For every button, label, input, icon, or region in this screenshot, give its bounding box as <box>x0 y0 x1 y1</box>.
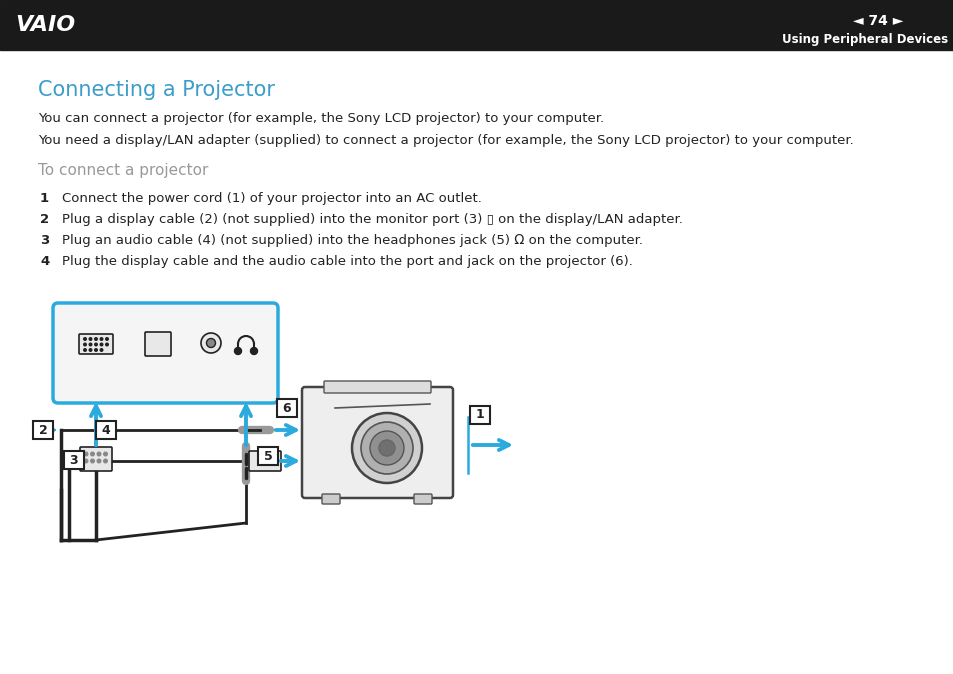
Circle shape <box>100 343 103 346</box>
Circle shape <box>104 452 107 456</box>
Circle shape <box>91 452 94 456</box>
Text: 1: 1 <box>40 192 49 205</box>
FancyBboxPatch shape <box>79 334 112 354</box>
FancyBboxPatch shape <box>249 451 281 471</box>
FancyBboxPatch shape <box>414 494 432 504</box>
Bar <box>0 0 953 50</box>
Circle shape <box>251 348 257 355</box>
Circle shape <box>206 338 215 348</box>
Circle shape <box>84 338 86 340</box>
FancyBboxPatch shape <box>64 451 84 469</box>
Text: 2: 2 <box>40 213 49 226</box>
Text: 2: 2 <box>38 423 48 437</box>
Text: You need a display/LAN adapter (supplied) to connect a projector (for example, t: You need a display/LAN adapter (supplied… <box>38 134 853 147</box>
FancyBboxPatch shape <box>96 421 116 439</box>
Text: 1: 1 <box>476 408 484 421</box>
Text: 4: 4 <box>102 423 111 437</box>
FancyBboxPatch shape <box>322 494 339 504</box>
Circle shape <box>84 348 86 351</box>
Circle shape <box>106 338 109 340</box>
Circle shape <box>94 338 97 340</box>
FancyBboxPatch shape <box>302 387 453 498</box>
Circle shape <box>378 440 395 456</box>
Circle shape <box>104 459 107 463</box>
Circle shape <box>84 452 88 456</box>
Circle shape <box>100 348 103 351</box>
Circle shape <box>84 343 86 346</box>
Circle shape <box>201 333 221 353</box>
Text: Connecting a Projector: Connecting a Projector <box>38 80 274 100</box>
Text: 3: 3 <box>70 454 78 466</box>
Text: 3: 3 <box>40 234 50 247</box>
Text: 5: 5 <box>263 450 273 462</box>
Text: Plug a display cable (2) (not supplied) into the monitor port (3) ▯ on the displ: Plug a display cable (2) (not supplied) … <box>62 213 682 226</box>
Circle shape <box>234 348 241 355</box>
Text: 4: 4 <box>40 255 50 268</box>
Text: You can connect a projector (for example, the Sony LCD projector) to your comput: You can connect a projector (for example… <box>38 112 603 125</box>
Circle shape <box>106 343 109 346</box>
Circle shape <box>84 459 88 463</box>
Circle shape <box>91 459 94 463</box>
Circle shape <box>97 459 101 463</box>
Circle shape <box>94 348 97 351</box>
Circle shape <box>90 338 91 340</box>
Text: To connect a projector: To connect a projector <box>38 163 208 178</box>
Text: Using Peripheral Devices: Using Peripheral Devices <box>781 32 947 46</box>
Circle shape <box>90 343 91 346</box>
Circle shape <box>94 343 97 346</box>
Text: Plug the display cable and the audio cable into the port and jack on the project: Plug the display cable and the audio cab… <box>62 255 632 268</box>
FancyBboxPatch shape <box>33 421 53 439</box>
Circle shape <box>100 338 103 340</box>
FancyBboxPatch shape <box>257 447 277 465</box>
Text: VAIO: VAIO <box>15 15 75 35</box>
Circle shape <box>97 452 101 456</box>
FancyBboxPatch shape <box>276 399 296 417</box>
Text: 6: 6 <box>282 402 291 415</box>
FancyBboxPatch shape <box>80 447 112 471</box>
FancyBboxPatch shape <box>324 381 431 393</box>
FancyBboxPatch shape <box>145 332 171 356</box>
Text: Plug an audio cable (4) (not supplied) into the headphones jack (5) Ω on the com: Plug an audio cable (4) (not supplied) i… <box>62 234 642 247</box>
FancyBboxPatch shape <box>53 303 277 403</box>
Circle shape <box>370 431 403 465</box>
Text: Connect the power cord (1) of your projector into an AC outlet.: Connect the power cord (1) of your proje… <box>62 192 481 205</box>
Text: ◄ 74 ►: ◄ 74 ► <box>852 14 902 28</box>
FancyBboxPatch shape <box>470 406 490 424</box>
Circle shape <box>90 348 91 351</box>
Circle shape <box>360 422 413 474</box>
Circle shape <box>352 413 421 483</box>
